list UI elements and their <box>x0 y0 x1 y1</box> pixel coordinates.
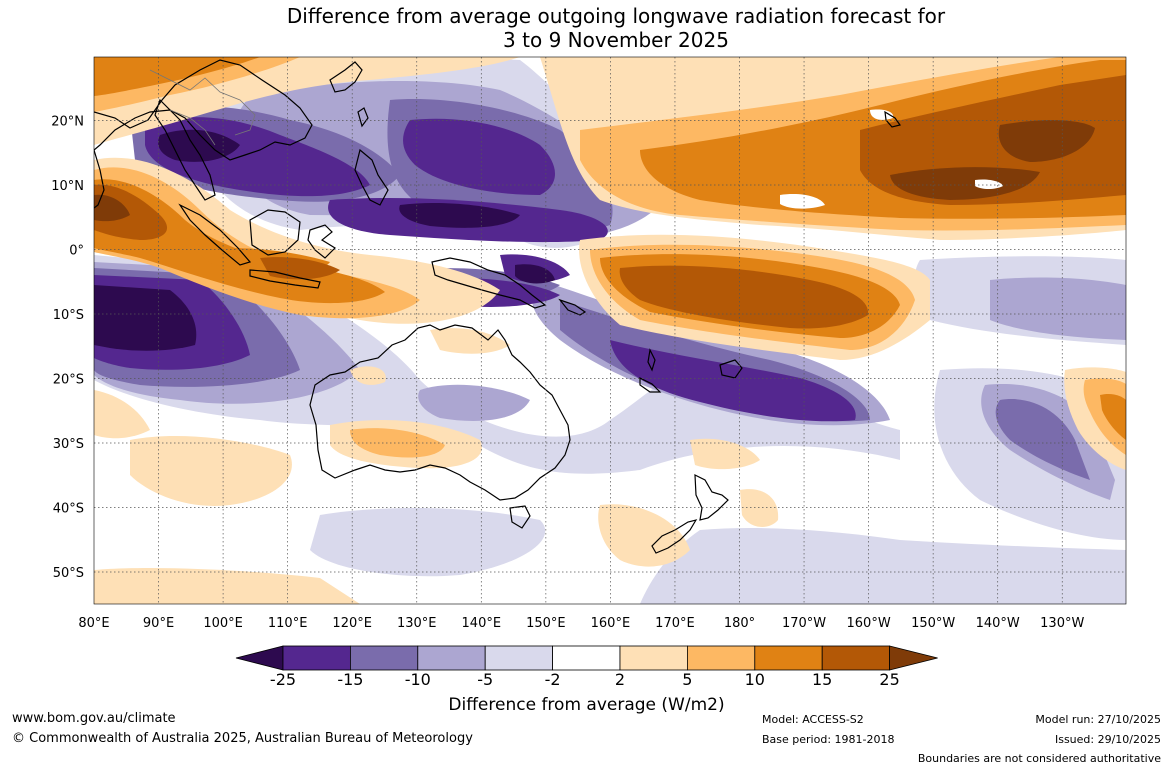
colorbar-tick-label: -15 <box>337 670 364 689</box>
colorbar-segment <box>821 645 891 671</box>
indochina-coast <box>154 98 216 201</box>
vanuatu-coast <box>647 348 656 372</box>
lat-label: 10°S <box>53 308 84 323</box>
neutral-pockets <box>780 109 1003 209</box>
new-caledonia-coast <box>639 377 662 393</box>
colorbar <box>235 645 938 671</box>
solomon-islands-coast <box>558 298 587 316</box>
model-run-date: Model run: 27/10/2025 <box>1035 713 1161 726</box>
anomaly-band-darkest-orange <box>94 120 1095 222</box>
new-guinea-coast <box>431 257 547 309</box>
lat-label: 20°S <box>53 373 84 388</box>
australia-coast <box>309 324 571 501</box>
colorbar-tick-label: 10 <box>744 670 765 689</box>
sulawesi-coast <box>307 224 336 259</box>
fiji-coast <box>719 359 743 379</box>
base-period: Base period: 1981-2018 <box>762 733 895 746</box>
lon-label: 160°W <box>847 616 891 631</box>
model-name: Model: ACCESS-S2 <box>762 713 864 726</box>
lon-label: 100°E <box>203 616 243 631</box>
issued-date: Issued: 29/10/2025 <box>1054 733 1161 746</box>
new-zealand-north-coast <box>694 474 729 521</box>
anomaly-band-darkest-purple <box>94 129 555 351</box>
tasmania-coast <box>509 505 531 529</box>
colorbar-segment <box>484 645 554 671</box>
new-zealand-south-coast <box>651 519 698 554</box>
colorbar-segment <box>552 645 621 671</box>
colorbar-arrow-low <box>235 645 284 671</box>
colorbar-segment <box>619 645 688 671</box>
japan-coast <box>329 61 363 93</box>
lon-label: 130°W <box>1040 616 1084 631</box>
taiwan-coast <box>357 107 369 128</box>
india-coast <box>94 149 105 209</box>
colorbar-tick-label: 15 <box>812 670 833 689</box>
lat-label: 50°S <box>53 566 84 581</box>
colorbar-tick-label: 5 <box>682 670 693 689</box>
colorbar-tick-label: -5 <box>477 670 494 689</box>
lon-label: 180° <box>724 616 755 631</box>
title-line-1: Difference from average outgoing longwav… <box>286 4 946 28</box>
lat-label: 10°N <box>51 179 84 194</box>
lon-label: 140°E <box>462 616 502 631</box>
graticule <box>93 56 1127 605</box>
lon-label: 90°E <box>143 616 174 631</box>
lon-label: 140°W <box>976 616 1020 631</box>
colorbar-tick-label: -25 <box>269 670 297 689</box>
lon-label: 150°E <box>526 616 566 631</box>
lat-label: 30°S <box>53 437 84 452</box>
lon-label: 120°E <box>332 616 372 631</box>
colorbar-tick-label: 2 <box>614 670 626 689</box>
website-link[interactable]: www.bom.gov.au/climate <box>12 711 176 726</box>
country-borders <box>149 69 256 146</box>
colorbar-tick-label: -2 <box>544 670 561 689</box>
lon-label: 170°E <box>655 616 695 631</box>
borneo-coast <box>249 209 301 256</box>
lon-label: 170°W <box>782 616 826 631</box>
colorbar-segment <box>417 645 486 671</box>
sumatra-coast <box>178 203 252 266</box>
colorbar-tick-label: 25 <box>879 670 900 689</box>
colorbar-segment <box>349 645 419 671</box>
hawaii-coast <box>884 110 902 128</box>
colorbar-title: Difference from average (W/m2) <box>448 695 725 715</box>
colorbar-segment <box>282 645 351 671</box>
philippines-coast <box>354 148 389 206</box>
colorbar-tick-label: -10 <box>404 670 431 689</box>
colorbar-arrow-high <box>889 645 938 671</box>
java-coast <box>249 269 321 289</box>
latitude-labels: 20°N 10°N 0° 10°S 20°S 30°S 40°S 50°S <box>51 115 84 582</box>
longitude-labels: 80°E 90°E 100°E 110°E 120°E 130°E 140°E 150°E 16… <box>78 616 1084 631</box>
chart-title: Difference from average outgoing longwav… <box>0 4 1173 52</box>
lon-label: 80°E <box>78 616 109 631</box>
lon-label: 150°W <box>911 616 955 631</box>
lon-label: 130°E <box>397 616 437 631</box>
lat-label: 40°S <box>53 502 84 517</box>
anomaly-field <box>94 57 1126 604</box>
colorbar-segment <box>754 645 823 671</box>
boundaries-disclaimer: Boundaries are not considered authoritat… <box>917 752 1161 765</box>
map-frame <box>93 56 1127 605</box>
colorbar-segment <box>687 645 756 671</box>
lon-label: 160°E <box>591 616 631 631</box>
title-line-2: 3 to 9 November 2025 <box>503 28 729 52</box>
coastlines <box>94 59 902 554</box>
copyright-text: © Commonwealth of Australia 2025, Austra… <box>12 731 473 746</box>
asia-coast <box>94 59 313 161</box>
lat-label: 20°N <box>51 115 84 130</box>
lon-label: 110°E <box>268 616 308 631</box>
lat-label: 0° <box>69 244 84 259</box>
